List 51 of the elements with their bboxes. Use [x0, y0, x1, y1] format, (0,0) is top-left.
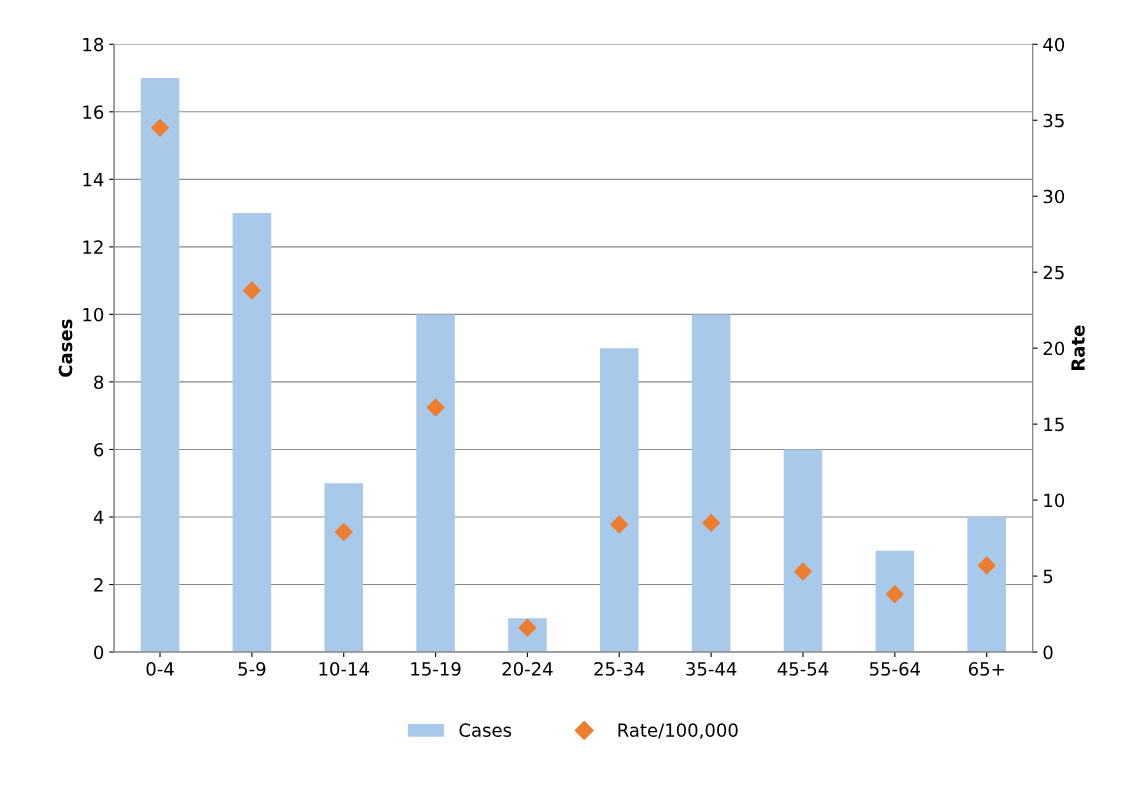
y2-tick-label: 15: [1044, 417, 1064, 432]
bar: [416, 314, 455, 653]
legend-label: Cases: [459, 723, 512, 737]
y2-tick-label: 25: [1043, 265, 1064, 280]
y-tick-label: 12: [83, 240, 103, 254]
y2-tick-label: 20: [1043, 341, 1065, 356]
y2-tick-label: 40: [1043, 37, 1065, 52]
bar: [324, 483, 364, 653]
y2-tick-label: 30: [1043, 189, 1065, 204]
bar: [232, 213, 272, 653]
bar: [140, 78, 180, 653]
y-tick-label: 6: [94, 442, 104, 457]
x-tick-label: 10-14: [319, 662, 369, 676]
legend-label: Rate/100,000: [618, 723, 738, 739]
point: [426, 398, 445, 417]
point: [794, 562, 812, 581]
x-tick-label: 0-4: [146, 662, 174, 676]
x-tick-label: 5-9: [238, 662, 266, 676]
bar: [599, 348, 639, 653]
y2-tick-label: 5: [1043, 569, 1053, 584]
y-tick-label: 18: [83, 37, 104, 52]
x-tick-label: 45-54: [777, 662, 829, 676]
x-tick-label: 20-24: [502, 662, 553, 676]
point: [702, 513, 721, 532]
y2-axis-title: Rate: [1071, 325, 1085, 370]
bar: [967, 516, 1006, 653]
y2-tick-label: 0: [1043, 645, 1053, 660]
point: [610, 515, 629, 534]
x-tick-label: 55-64: [869, 662, 921, 676]
x-tick-label: 25-34: [594, 662, 645, 676]
y-tick-label: 14: [83, 173, 104, 187]
y2-tick-label: 35: [1043, 113, 1064, 128]
x-tick-label: 35-44: [686, 662, 737, 676]
bar: [875, 550, 915, 653]
point: [977, 556, 996, 575]
point: [242, 281, 261, 300]
point: [151, 118, 169, 137]
y-axis-title: Cases: [58, 319, 73, 377]
x-tick-label: 65+: [968, 662, 1004, 676]
y-tick-label: 0: [94, 645, 104, 660]
y2-tick-label: 10: [1044, 493, 1065, 508]
point: [885, 585, 904, 604]
y-tick-label: 4: [93, 510, 104, 524]
bar: [691, 314, 731, 653]
y-tick-label: 2: [94, 577, 103, 592]
point: [334, 523, 353, 541]
y-tick-label: 16: [83, 105, 104, 119]
bar: [783, 449, 823, 653]
y-tick-label: 8: [94, 375, 104, 390]
y-tick-label: 10: [83, 307, 104, 322]
x-tick-label: 15-19: [411, 662, 461, 676]
